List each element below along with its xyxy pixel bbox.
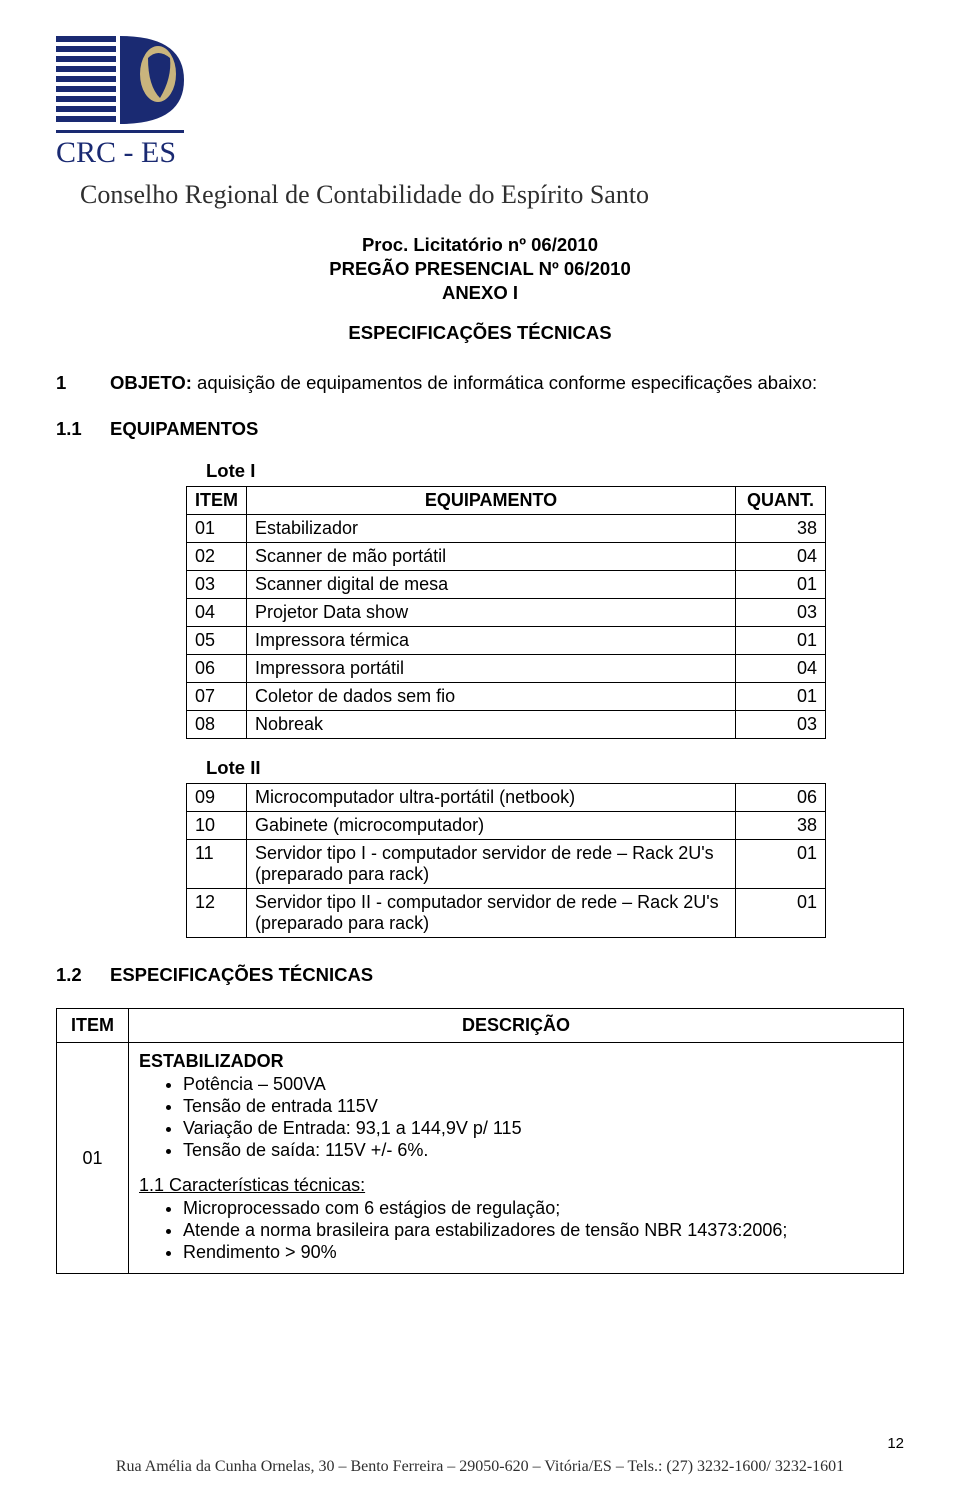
cell-quant: 03 xyxy=(736,599,826,627)
desc-row-title: ESTABILIZADOR xyxy=(139,1051,893,1072)
table-row: 03Scanner digital de mesa01 xyxy=(187,571,826,599)
cell-equip: Nobreak xyxy=(247,711,736,739)
header-line-3: ANEXO I xyxy=(56,282,904,304)
lote1-label: Lote I xyxy=(206,460,826,482)
page-number: 12 xyxy=(887,1435,904,1452)
cell-quant: 04 xyxy=(736,655,826,683)
cell-equip: Microcomputador ultra-portátil (netbook) xyxy=(247,784,736,812)
table-row: 09Microcomputador ultra-portátil (netboo… xyxy=(187,784,826,812)
cell-quant: 04 xyxy=(736,543,826,571)
cell-equip: Scanner de mão portátil xyxy=(247,543,736,571)
desc-table: ITEM DESCRIÇÃO 01 ESTABILIZADOR Potência… xyxy=(56,1008,904,1274)
cell-equip: Servidor tipo I - computador servidor de… xyxy=(247,840,736,889)
cell-equip: Scanner digital de mesa xyxy=(247,571,736,599)
list-item: Rendimento > 90% xyxy=(183,1242,893,1263)
cell-item: 06 xyxy=(187,655,247,683)
col-item: ITEM xyxy=(187,487,247,515)
tables-wrap: Lote I ITEM EQUIPAMENTO QUANT. 01Estabil… xyxy=(186,460,826,938)
list-item: Variação de Entrada: 93,1 a 144,9V p/ 11… xyxy=(183,1118,893,1139)
table-row: 10Gabinete (microcomputador)38 xyxy=(187,812,826,840)
cell-item: 10 xyxy=(187,812,247,840)
list-item: Microprocessado com 6 estágios de regula… xyxy=(183,1198,893,1219)
cell-item: 02 xyxy=(187,543,247,571)
spec-label: ESPECIFICAÇÕES TÉCNICAS xyxy=(110,964,373,986)
equip-label: EQUIPAMENTOS xyxy=(110,418,258,440)
list-item: Atende a norma brasileira para estabiliz… xyxy=(183,1220,893,1241)
cell-quant: 06 xyxy=(736,784,826,812)
desc-col-desc: DESCRIÇÃO xyxy=(129,1009,904,1043)
desc-header-row: ITEM DESCRIÇÃO xyxy=(57,1009,904,1043)
spec-title: ESPECIFICAÇÕES TÉCNICAS xyxy=(56,322,904,344)
cell-quant: 03 xyxy=(736,711,826,739)
table-row: 06Impressora portátil04 xyxy=(187,655,826,683)
objeto-row: 1 OBJETO: aquisição de equipamentos de i… xyxy=(56,372,904,394)
cell-quant: 38 xyxy=(736,812,826,840)
spec-section: 1.2 ESPECIFICAÇÕES TÉCNICAS xyxy=(56,964,904,986)
objeto-label: OBJETO: xyxy=(110,372,192,393)
table-row: 01Estabilizador38 xyxy=(187,515,826,543)
cell-equip: Estabilizador xyxy=(247,515,736,543)
list-item: Potência – 500VA xyxy=(183,1074,893,1095)
table-row: 11Servidor tipo I - computador servidor … xyxy=(187,840,826,889)
cell-equip: Projetor Data show xyxy=(247,599,736,627)
footer: Rua Amélia da Cunha Ornelas, 30 – Bento … xyxy=(0,1458,960,1476)
cell-quant: 01 xyxy=(736,571,826,599)
cell-item: 01 xyxy=(187,515,247,543)
cell-item: 03 xyxy=(187,571,247,599)
cell-item: 12 xyxy=(187,889,247,938)
desc-bullets-2: Microprocessado com 6 estágios de regula… xyxy=(139,1198,893,1263)
cell-quant: 01 xyxy=(736,840,826,889)
lote2-wrap: Lote II 09Microcomputador ultra-portátil… xyxy=(186,757,826,938)
objeto-text: OBJETO: aquisição de equipamentos de inf… xyxy=(110,372,904,394)
desc-item-cell: 01 xyxy=(57,1043,129,1274)
cell-equip: Servidor tipo II - computador servidor d… xyxy=(247,889,736,938)
objeto-desc: aquisição de equipamentos de informática… xyxy=(192,372,817,393)
col-quant: QUANT. xyxy=(736,487,826,515)
objeto-num: 1 xyxy=(56,372,110,394)
table-row: 07Coletor de dados sem fio01 xyxy=(187,683,826,711)
svg-text:CRC - ES: CRC - ES xyxy=(56,136,176,169)
table-row: 04Projetor Data show03 xyxy=(187,599,826,627)
desc-subhead: 1.1 Características técnicas: xyxy=(139,1175,893,1196)
equip-num: 1.1 xyxy=(56,418,110,440)
logo: CRC - ES xyxy=(56,28,904,178)
list-item: Tensão de entrada 115V xyxy=(183,1096,893,1117)
table-row: 02Scanner de mão portátil04 xyxy=(187,543,826,571)
crc-logo-icon: CRC - ES xyxy=(56,28,192,178)
table-row: 12Servidor tipo II - computador servidor… xyxy=(187,889,826,938)
col-equip: EQUIPAMENTO xyxy=(247,487,736,515)
cell-item: 05 xyxy=(187,627,247,655)
page-root: CRC - ES Conselho Regional de Contabilid… xyxy=(0,0,960,1498)
cell-item: 07 xyxy=(187,683,247,711)
cell-item: 09 xyxy=(187,784,247,812)
cell-quant: 01 xyxy=(736,889,826,938)
desc-bullets-1: Potência – 500VATensão de entrada 115VVa… xyxy=(139,1074,893,1161)
lote1-table: ITEM EQUIPAMENTO QUANT. 01Estabilizador3… xyxy=(186,486,826,739)
cell-item: 11 xyxy=(187,840,247,889)
cell-item: 04 xyxy=(187,599,247,627)
table-row: 05Impressora térmica01 xyxy=(187,627,826,655)
org-title: Conselho Regional de Contabilidade do Es… xyxy=(80,180,904,210)
cell-equip: Coletor de dados sem fio xyxy=(247,683,736,711)
lote2-table: 09Microcomputador ultra-portátil (netboo… xyxy=(186,783,826,938)
cell-item: 08 xyxy=(187,711,247,739)
equip-section: 1.1 EQUIPAMENTOS xyxy=(56,418,904,440)
cell-equip: Gabinete (microcomputador) xyxy=(247,812,736,840)
spec-num: 1.2 xyxy=(56,964,110,986)
header-line-2: PREGÃO PRESENCIAL Nº 06/2010 xyxy=(56,258,904,280)
cell-quant: 01 xyxy=(736,627,826,655)
desc-row: 01 ESTABILIZADOR Potência – 500VATensão … xyxy=(57,1043,904,1274)
desc-body-cell: ESTABILIZADOR Potência – 500VATensão de … xyxy=(129,1043,904,1274)
cell-equip: Impressora portátil xyxy=(247,655,736,683)
header-line-1: Proc. Licitatório nº 06/2010 xyxy=(56,234,904,256)
cell-equip: Impressora térmica xyxy=(247,627,736,655)
table-row: 08Nobreak03 xyxy=(187,711,826,739)
table-header-row: ITEM EQUIPAMENTO QUANT. xyxy=(187,487,826,515)
lote2-label: Lote II xyxy=(206,757,826,779)
doc-header: Proc. Licitatório nº 06/2010 PREGÃO PRES… xyxy=(56,234,904,304)
cell-quant: 38 xyxy=(736,515,826,543)
cell-quant: 01 xyxy=(736,683,826,711)
desc-col-item: ITEM xyxy=(57,1009,129,1043)
list-item: Tensão de saída: 115V +/- 6%. xyxy=(183,1140,893,1161)
